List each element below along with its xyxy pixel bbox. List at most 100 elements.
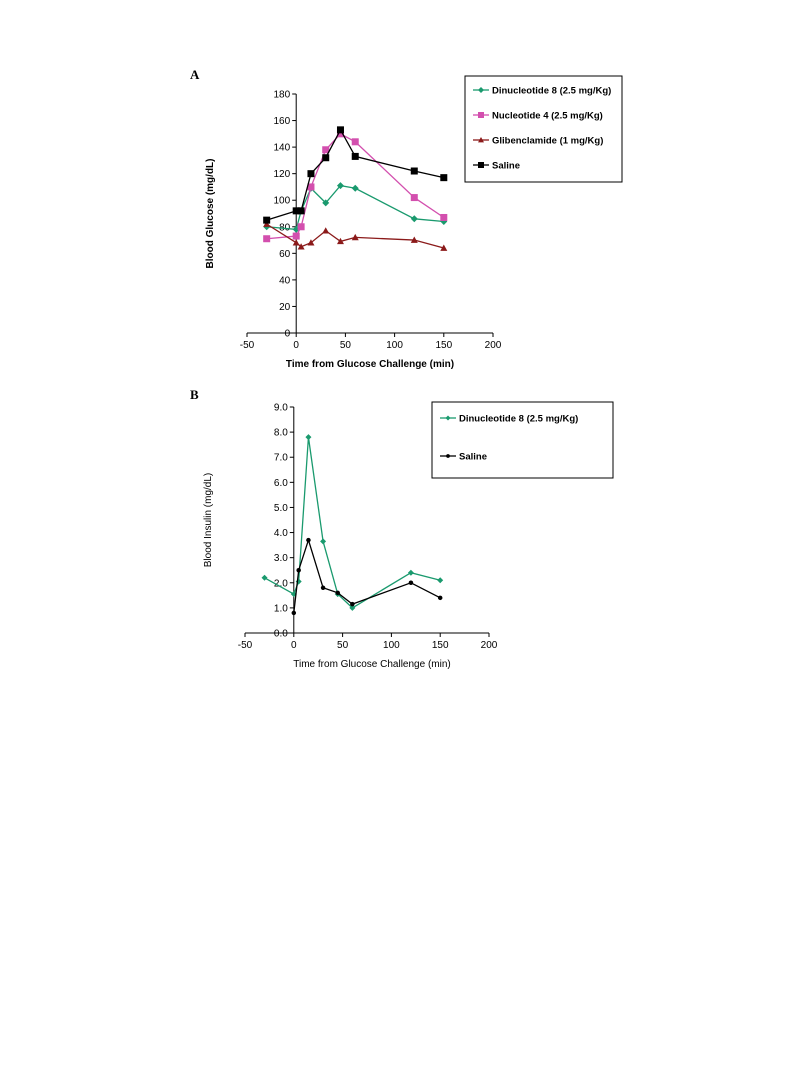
legend-label: Dinucleotide 8 (2.5 mg/Kg) [492, 86, 611, 97]
data-point [440, 174, 448, 182]
data-point [351, 152, 359, 160]
legend-label: Dinucleotide 8 (2.5 mg/Kg) [459, 414, 578, 425]
data-point [307, 239, 315, 246]
data-point [351, 184, 359, 192]
legend-box [431, 401, 614, 479]
data-point [349, 604, 356, 611]
data-point [322, 154, 330, 162]
series-1 [263, 130, 448, 243]
x-tick-label: 150 [435, 340, 452, 351]
x-tick-label: 200 [481, 640, 498, 651]
data-point [322, 146, 330, 154]
y-tick-label: 1.0 [274, 603, 288, 614]
data-point [410, 236, 418, 243]
series-line [264, 437, 441, 609]
data-point [291, 610, 297, 616]
y-tick-label: 8.0 [274, 428, 288, 439]
data-point [307, 183, 315, 191]
data-point [336, 130, 344, 138]
series-0 [261, 434, 444, 611]
x-tick-label: 0 [293, 340, 299, 351]
y-tick-label: 120 [274, 169, 291, 180]
y-tick-label: 40 [279, 275, 291, 286]
y-tick-label: 6.0 [274, 478, 288, 489]
x-tick-label: -50 [238, 640, 253, 651]
data-point [261, 574, 268, 581]
data-point [408, 580, 414, 586]
series-3 [263, 126, 448, 224]
x-axis-title: Time from Glucose Challenge (min) [286, 359, 454, 370]
x-axis-title: Time from Glucose Challenge (min) [293, 659, 450, 670]
data-point [440, 213, 448, 221]
data-point [351, 233, 359, 241]
y-tick-label: 3.0 [274, 553, 288, 564]
data-point [410, 167, 418, 175]
data-point [322, 199, 330, 207]
legend-marker [478, 87, 484, 93]
y-tick-label: 180 [274, 90, 291, 101]
x-tick-label: 150 [432, 640, 449, 651]
legend-marker [446, 454, 450, 458]
data-point [320, 538, 327, 545]
legend-box [464, 75, 623, 183]
data-point [292, 232, 300, 240]
legend-marker [445, 415, 451, 421]
y-tick-label: 100 [274, 196, 291, 207]
x-tick-label: 50 [340, 340, 352, 351]
data-point [297, 223, 305, 231]
data-point [297, 243, 305, 250]
y-tick-label: 0.0 [274, 629, 288, 640]
data-point [437, 595, 443, 601]
data-point [296, 567, 301, 573]
legend-marker [478, 112, 484, 118]
data-point [263, 235, 271, 243]
y-tick-label: 20 [279, 302, 291, 313]
data-point [297, 207, 305, 215]
data-point [307, 170, 315, 178]
y-axis-title: Blood Glucose (mg/dL) [205, 159, 216, 269]
data-point [407, 569, 414, 576]
data-point [336, 237, 344, 245]
x-tick-label: -50 [240, 340, 255, 351]
panel-letter: B [190, 387, 199, 402]
y-tick-label: 160 [274, 116, 291, 127]
data-point [263, 216, 271, 224]
chart-panel-a: A 0 20 40 60 80 100 120 140 160 180 -50 0 50 100 150 200… [0, 0, 809, 380]
data-point [292, 207, 300, 215]
y-tick-label: 5.0 [274, 503, 288, 514]
series-2 [263, 220, 448, 251]
y-tick-label: 140 [274, 143, 291, 154]
legend-marker [478, 162, 484, 168]
data-point [305, 434, 312, 441]
legend-label: Glibenclamide (1 mg/Kg) [492, 136, 603, 147]
data-point [322, 227, 330, 234]
data-point [350, 601, 355, 607]
legend: Dinucleotide 8 (2.5 mg/Kg) Saline [431, 401, 614, 479]
y-tick-label: 2.0 [274, 578, 288, 589]
chart-b-svg: B 0.0 1.0 2.0 3.0 4.0 5.0 6.0 7.0 8.0 9.0 -50 0 50 100… [190, 387, 614, 670]
data-point [335, 590, 340, 596]
data-point [351, 138, 359, 146]
y-axis-title: Blood Insulin (mg/dL) [203, 473, 214, 568]
series-0 [263, 182, 448, 233]
data-point [263, 220, 271, 227]
data-point [306, 537, 311, 543]
x-tick-label: 200 [485, 340, 502, 351]
x-tick-label: 100 [386, 340, 403, 351]
data-point [336, 126, 344, 134]
y-tick-label: 7.0 [274, 453, 288, 464]
panel-letter: A [190, 67, 200, 82]
data-point [437, 577, 444, 584]
series-1 [291, 537, 443, 616]
legend-label: Saline [492, 161, 520, 172]
x-tick-label: 0 [291, 640, 297, 651]
data-point [410, 215, 418, 223]
data-point [320, 585, 326, 591]
data-point [292, 239, 300, 246]
data-point [440, 244, 448, 251]
data-point [410, 194, 418, 202]
legend: Dinucleotide 8 (2.5 mg/Kg) Nucleotide 4 (… [464, 75, 623, 183]
x-tick-label: 50 [337, 640, 349, 651]
y-tick-label: 4.0 [274, 528, 288, 539]
